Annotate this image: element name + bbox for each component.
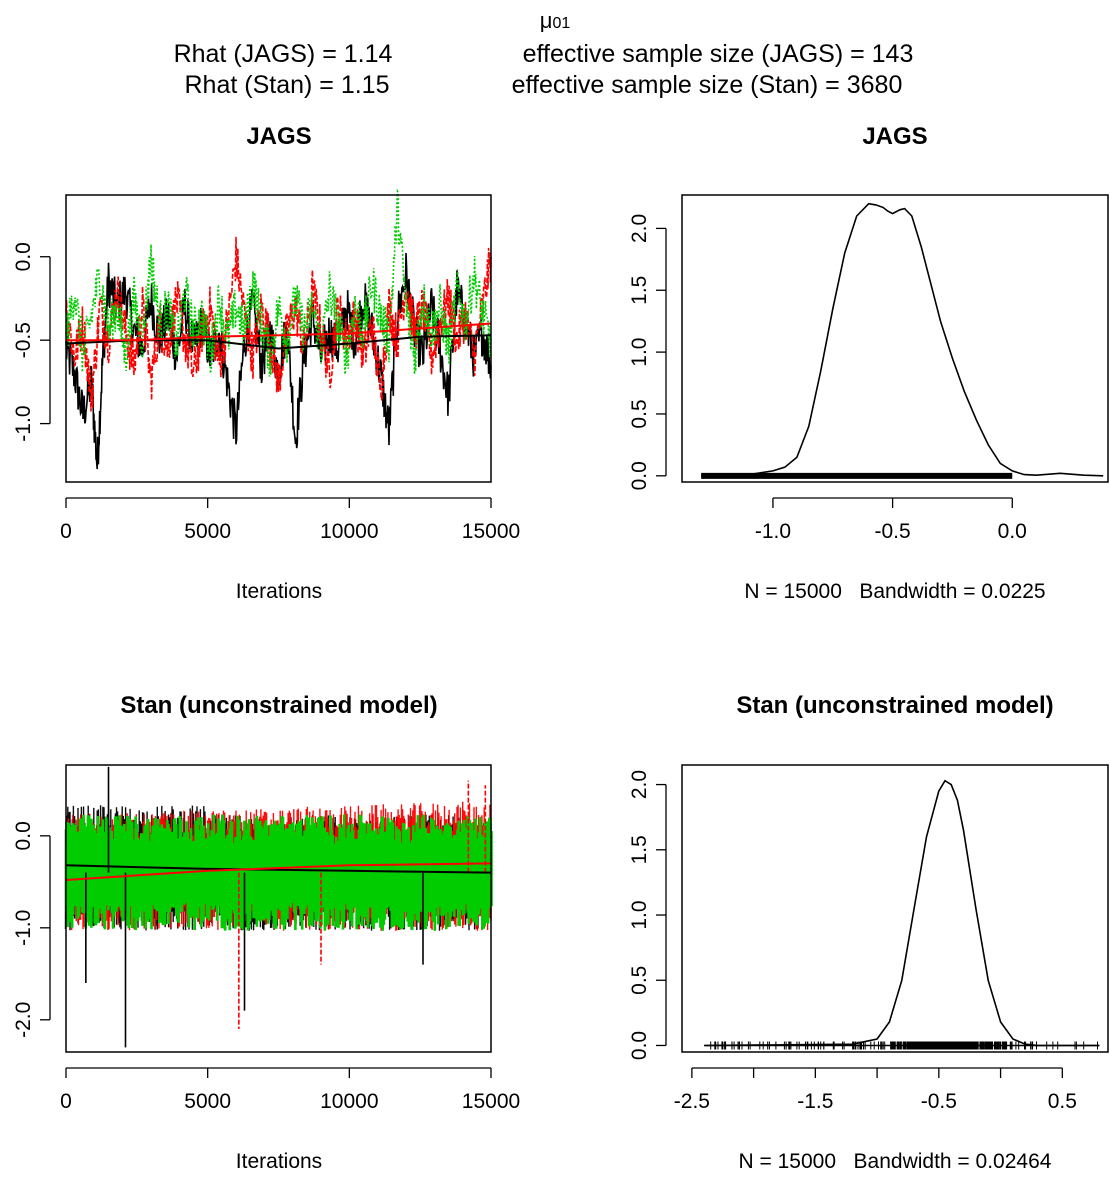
stan-density-y-tick-label: 2.0 (628, 770, 651, 799)
stan-density-plot: -2.5 -1.5 -0.5 0.5 0.0 0.5 1.0 1.5 2.0 (628, 764, 1109, 1113)
stan-density-curve (704, 779, 1100, 1047)
stan-density-title: Stan (unconstrained model) (736, 692, 1053, 719)
stan-trace-chain-3-core (64, 845, 493, 903)
stan-density-x-tick-label: 0.5 (1048, 1090, 1077, 1113)
stan-density-x-tick-label: -1.5 (797, 1090, 833, 1113)
jags-trace-y-tick-label: -0.5 (12, 322, 35, 358)
jags-trace-chain-2 (65, 236, 492, 412)
header-ess-jags: effective sample size (JAGS) = 143 (523, 40, 914, 68)
jags-density-y-tick-label: 0.0 (628, 461, 651, 490)
jags-density-y-tick-label: 1.0 (628, 338, 651, 367)
stan-trace-y-tick-label: -2.0 (12, 1002, 35, 1038)
jags-trace-x-tick-label: 10000 (320, 520, 378, 543)
jags-trace-x-tick-label: 0 (60, 520, 72, 543)
jags-density-y-tick-label: 1.5 (628, 276, 651, 305)
stan-trace-y-tick-label: -1.0 (12, 910, 35, 946)
stan-trace-title: Stan (unconstrained model) (120, 692, 437, 719)
jags-density-x-tick-label: 0.0 (998, 520, 1027, 543)
stan-density-xlabel: N = 15000 Bandwidth = 0.02464 (739, 1150, 1052, 1173)
stan-density-y-tick-label: 1.0 (628, 900, 651, 929)
jags-trace-chain-1 (65, 252, 492, 470)
header-rhat-stan: Rhat (Stan) = 1.15 (185, 71, 390, 99)
stan-density-y-tick-label: 0.5 (628, 966, 651, 995)
jags-density-curve (701, 202, 1104, 477)
jags-density-xlabel: N = 15000 Bandwidth = 0.0225 (744, 580, 1045, 603)
jags-trace-x-tick-label: 5000 (184, 520, 231, 543)
jags-trace-chain-3 (65, 188, 492, 377)
header-ess-stan: effective sample size (Stan) = 3680 (512, 71, 903, 99)
stan-trace-x-tick-label: 10000 (320, 1090, 378, 1113)
stan-density-y-tick-label: 0.0 (628, 1031, 651, 1060)
stan-trace-smooth-1 (65, 864, 492, 874)
jags-trace-smooth-2 (66, 322, 492, 342)
jags-trace-y-tick-label: 0.0 (12, 242, 35, 271)
jags-trace-xlabel: Iterations (236, 580, 322, 603)
stan-density-x-tick-label: -2.5 (674, 1090, 710, 1113)
stan-density-frame (681, 764, 1109, 1053)
jags-density-y-tick-label: 0.5 (628, 399, 651, 428)
stan-density-y-tick-label: 1.5 (628, 835, 651, 864)
jags-density-plot: -1.0 -0.5 0.0 0.0 0.5 1.0 1.5 2.0 (628, 194, 1109, 543)
jags-density-x-tick-label: -0.5 (875, 520, 911, 543)
jags-density-x-tick-label: -1.0 (755, 520, 791, 543)
stan-trace-plot: 0 5000 10000 15000 0.0 -1.0 -2.0 (12, 764, 520, 1113)
jags-density-y-tick-label: 2.0 (628, 214, 651, 243)
stan-trace-xlabel: Iterations (236, 1150, 322, 1173)
jags-trace-plot: 0 5000 10000 15000 0.0 -0.5 -1.0 (12, 188, 520, 543)
stan-density-x-tick-label: -0.5 (921, 1090, 957, 1113)
stan-trace-x-tick-label: 0 (60, 1090, 72, 1113)
jags-density-title: JAGS (862, 123, 927, 150)
jags-density-frame (681, 194, 1109, 483)
stan-trace-smooth-2 (65, 862, 492, 881)
header-param-label: μ01 (540, 8, 571, 33)
stan-trace-x-tick-label: 5000 (184, 1090, 231, 1113)
stan-trace-y-tick-label: 0.0 (12, 821, 35, 850)
stan-trace-x-tick-label: 15000 (462, 1090, 520, 1113)
stan-trace-frame (65, 764, 492, 1053)
jags-trace-x-tick-label: 15000 (462, 520, 520, 543)
jags-trace-frame (65, 194, 492, 483)
header-rhat-jags: Rhat (JAGS) = 1.14 (174, 40, 393, 68)
jags-trace-title: JAGS (246, 123, 311, 150)
jags-trace-y-tick-label: -1.0 (12, 406, 35, 442)
